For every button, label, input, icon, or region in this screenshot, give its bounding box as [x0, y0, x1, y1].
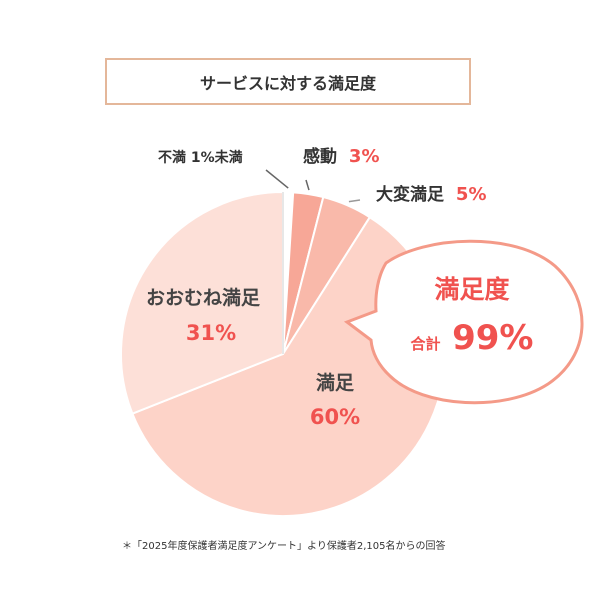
slice-label-satisfied: 満足 — [316, 372, 355, 394]
callout-title: 満足度 — [434, 275, 509, 304]
slice-label-moved: 感動 3% — [303, 146, 379, 167]
slice-value-mostly-satisfied: 31% — [186, 321, 236, 345]
chart-title: サービスに対する満足度 — [105, 58, 471, 105]
slice-value-moved: 3% — [349, 146, 380, 167]
slice-label-moved-name: 感動 — [303, 146, 337, 167]
total-callout: 満足度 合計 99% — [343, 239, 584, 405]
slice-label-dissatisfied: 不満 1%未満 — [158, 149, 243, 166]
leader-lines — [265, 169, 361, 203]
slice-label-very-satisfied-name: 大変満足 — [376, 184, 444, 205]
callout-total: 合計 99% — [410, 318, 534, 358]
slice-label-mostly-satisfied: おおむね満足 — [146, 287, 261, 309]
callout-prefix: 合計 — [410, 335, 441, 353]
slice-value-very-satisfied: 5% — [456, 184, 487, 205]
callout-value: 99% — [452, 318, 533, 358]
slice-value-satisfied: 60% — [310, 405, 360, 429]
leader-very-satisfied — [348, 199, 361, 203]
callout-bubble — [343, 239, 584, 405]
leader-dissatisfied — [265, 169, 289, 189]
slice-mostly-satisfied — [120, 190, 284, 415]
leader-moved — [305, 179, 310, 191]
footnote: ＊「2025年度保護者満足度アンケート」より保護者2,105名からの回答 — [122, 541, 446, 552]
slice-label-very-satisfied: 大変満足 5% — [376, 184, 486, 205]
